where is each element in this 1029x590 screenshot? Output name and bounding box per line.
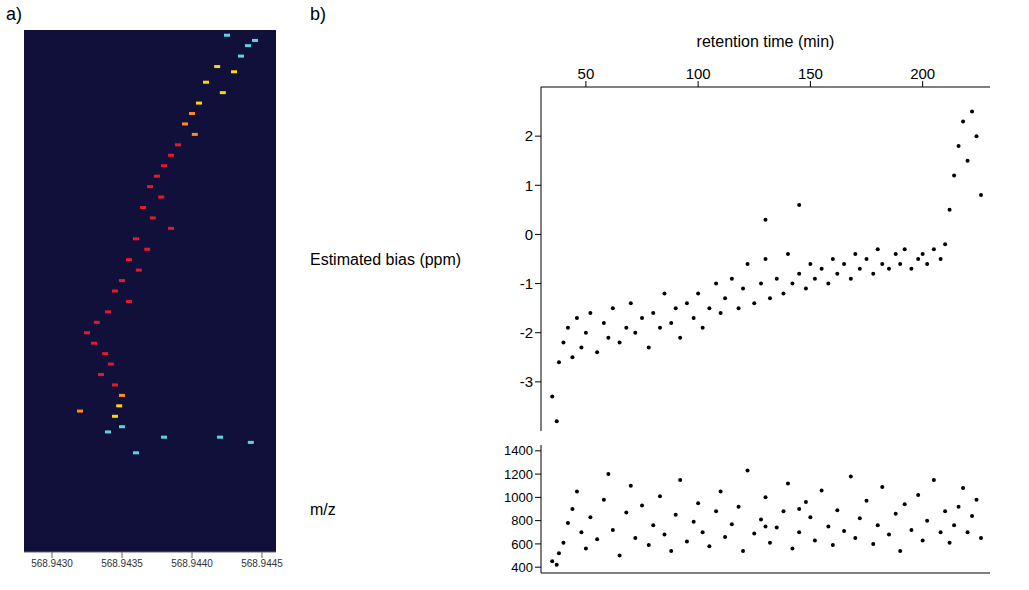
svg-text:50: 50 (578, 65, 595, 82)
svg-text:retention time (min): retention time (min) (697, 33, 835, 50)
html-text:b): b) (310, 4, 326, 24)
svg-text:-3: -3 (520, 373, 533, 390)
svg-text:2: 2 (525, 127, 533, 144)
svg-text:1400: 1400 (504, 443, 533, 458)
svg-text:Estimated bias (ppm): Estimated bias (ppm) (310, 251, 461, 268)
svg-text:400: 400 (511, 560, 533, 575)
svg-text:568.9445: 568.9445 (241, 558, 283, 569)
svg-text:m/z: m/z (310, 501, 336, 518)
html-text:a): a) (6, 4, 22, 24)
svg-text:568.9430: 568.9430 (31, 558, 73, 569)
svg-text:200: 200 (910, 65, 935, 82)
svg-text:1200: 1200 (504, 467, 533, 482)
svg-text:100: 100 (686, 65, 711, 82)
svg-text:800: 800 (511, 513, 533, 528)
svg-text:568.9435: 568.9435 (101, 558, 143, 569)
svg-text:568.9440: 568.9440 (171, 558, 213, 569)
svg-text:0: 0 (525, 226, 533, 243)
svg-text:150: 150 (798, 65, 823, 82)
svg-text:600: 600 (511, 537, 533, 552)
svg-text:1000: 1000 (504, 490, 533, 505)
svg-text:-2: -2 (520, 324, 533, 341)
svg-text:1: 1 (525, 177, 533, 194)
svg-text:-1: -1 (520, 275, 533, 292)
